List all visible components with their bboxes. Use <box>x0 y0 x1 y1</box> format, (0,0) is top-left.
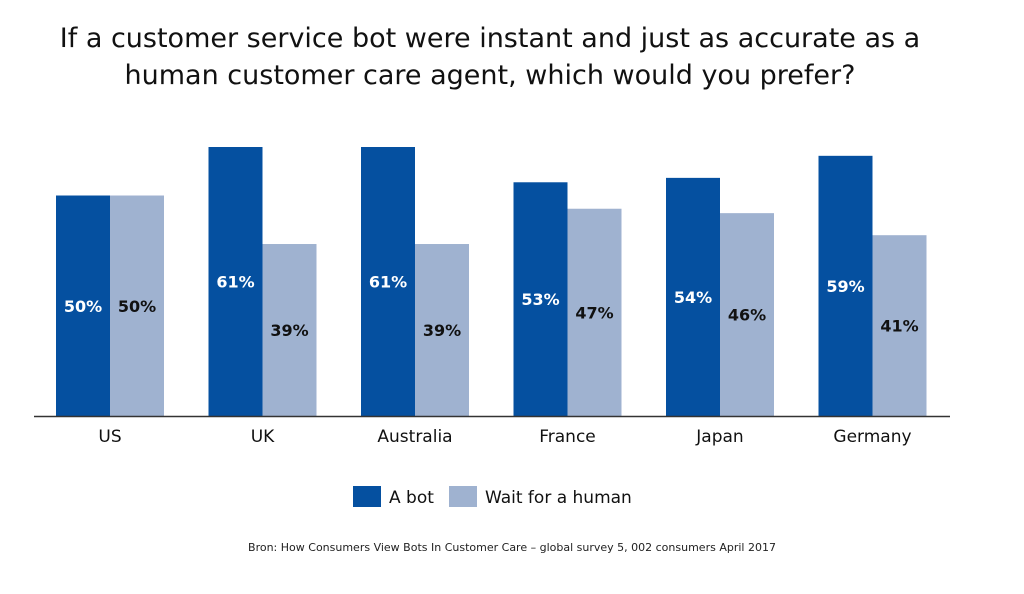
bar-label-germany-bot: 59% <box>826 277 864 296</box>
bar-us-human <box>110 195 164 416</box>
bar-uk-bot <box>208 147 263 416</box>
bar-label-japan-human: 46% <box>728 306 766 325</box>
bar-label-australia-bot: 61% <box>369 273 407 292</box>
bar-label-us-human: 50% <box>118 297 156 316</box>
bar-label-uk-bot: 61% <box>216 273 254 292</box>
category-label-germany: Germany <box>833 427 911 447</box>
category-label-japan: Japan <box>695 427 743 447</box>
bar-label-us-bot: 50% <box>64 297 102 316</box>
legend-swatch-bot <box>353 486 381 507</box>
bar-label-france-human: 47% <box>575 303 613 322</box>
bar-japan-human <box>720 213 774 416</box>
bar-label-france-bot: 53% <box>521 290 559 309</box>
category-label-france: France <box>539 427 596 447</box>
bar-france-human <box>567 208 622 416</box>
bars-group <box>56 147 927 416</box>
legend-label-bot: A bot <box>389 488 434 508</box>
bar-japan-bot <box>666 177 720 416</box>
source-note: Bron: How Consumers View Bots In Custome… <box>248 541 776 554</box>
bar-us-bot <box>56 195 110 416</box>
bar-label-australia-human: 39% <box>423 321 461 340</box>
category-label-uk: UK <box>251 427 275 447</box>
category-label-australia: Australia <box>377 427 452 447</box>
bar-australia-human <box>415 244 469 416</box>
legend-label-human: Wait for a human <box>485 488 632 508</box>
bar-label-germany-human: 41% <box>880 317 918 336</box>
bar-uk-human <box>262 244 317 416</box>
bar-germany-bot <box>818 155 873 416</box>
bar-labels-group: 50% 50% 61% 39% 61% 39% 53% 47% 54% 46% 59% 41% <box>64 273 919 341</box>
bar-france-bot <box>513 182 568 416</box>
bar-germany-human <box>872 235 927 416</box>
legend: A bot Wait for a human <box>353 486 632 508</box>
bar-label-japan-bot: 54% <box>674 288 712 307</box>
bar-australia-bot <box>361 147 415 416</box>
bar-label-uk-human: 39% <box>270 321 308 340</box>
legend-swatch-human <box>449 486 477 507</box>
category-label-us: US <box>98 427 121 447</box>
category-labels-group: US UK Australia France Japan Germany <box>98 427 911 447</box>
chart-title: If a customer service bot were instant a… <box>59 23 921 91</box>
